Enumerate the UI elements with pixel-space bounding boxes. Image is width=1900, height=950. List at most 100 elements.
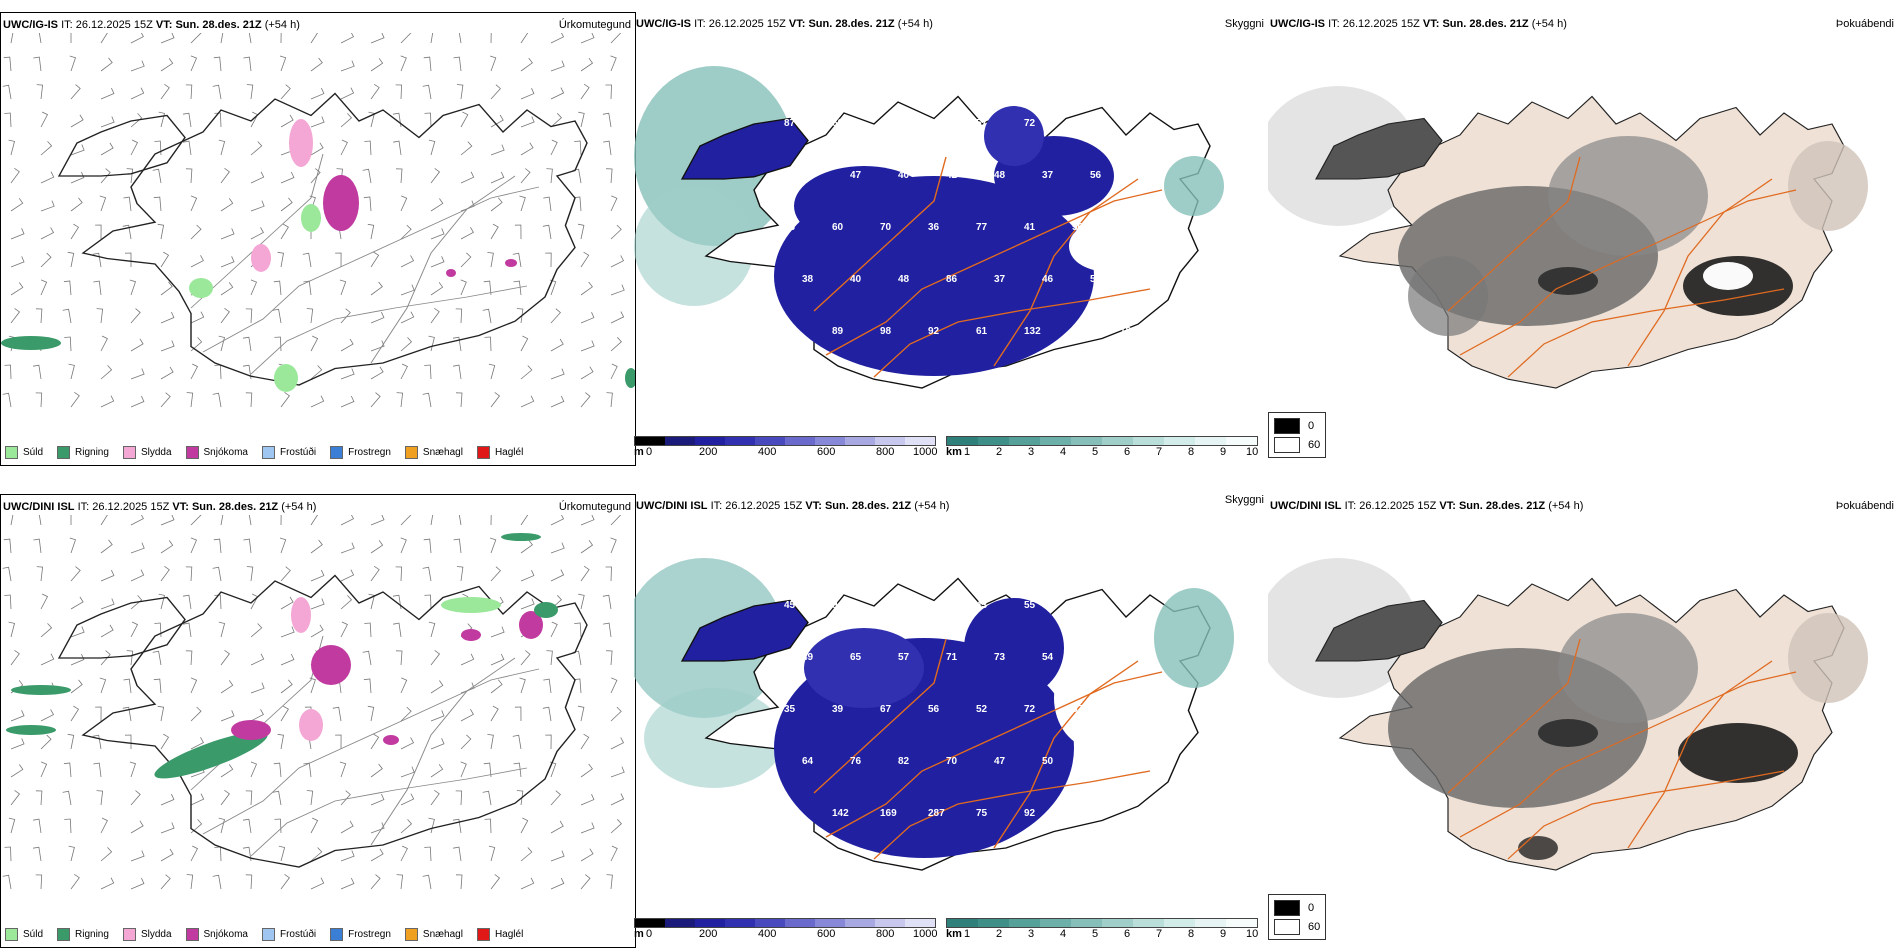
wind-barb [250, 141, 263, 156]
wind-barb [220, 282, 234, 296]
height-numbers: 45 94 88 41 43 55 70 50 49 65 57 71 73 54 55 63 35 39 67 56… [784, 600, 1150, 819]
wind-barb [340, 139, 348, 156]
wind-barb [96, 308, 104, 324]
lead-time: (+54 h) [281, 501, 317, 513]
wind-barb [220, 33, 224, 44]
precip-legend: Súld Rigning Slydda Snjókoma Frostúði Fr… [5, 928, 523, 941]
wind-barb [310, 116, 325, 128]
panel-header: UWC/DINI ISL IT: 26.12.2025 15Z VT: Sun.… [3, 501, 316, 513]
wind-barb [130, 395, 145, 408]
wind-barb [610, 737, 625, 750]
wind-barb [400, 195, 408, 212]
wind-barb [280, 515, 282, 526]
ceiling-tick: 7 [1156, 928, 1163, 940]
legend-item: Haglél [476, 928, 523, 941]
ceiling-tick: 10 [1246, 446, 1259, 458]
wind-barb [130, 820, 144, 834]
wind-barb [400, 515, 412, 526]
wind-barb [100, 168, 111, 184]
wind-barb [310, 817, 319, 834]
wind-barb [520, 570, 535, 582]
wind-barb [190, 515, 202, 526]
wind-barb [40, 709, 55, 722]
wind-barb [422, 566, 432, 582]
legend-item: Snjókoma [185, 928, 248, 941]
wind-barb [182, 594, 192, 610]
wind-barb [40, 593, 49, 610]
wind-barb [272, 308, 282, 324]
wind-barb [273, 762, 282, 778]
wind-barb [430, 307, 440, 324]
height-number: 169 [880, 808, 897, 819]
height-number: 56 [1090, 170, 1102, 181]
precip-legend: Súld Rigning Slydda Snjókoma Frostúði Fr… [5, 446, 523, 459]
ceiling-panel: UWC/IG-IS IT: 26.12.2025 15Z VT: Sun. 28… [634, 12, 1268, 464]
wind-barb [4, 112, 12, 128]
wind-barb [422, 874, 432, 890]
height-number: 37 [994, 274, 1006, 285]
wind-barb [218, 139, 226, 156]
wind-barb [100, 33, 108, 44]
wind-barb [340, 877, 355, 890]
wind-barb [423, 56, 432, 72]
wind-barb [160, 822, 175, 834]
vt-value: Sun. 28.des. 21Z [824, 500, 912, 512]
wind-barb [520, 142, 534, 156]
wind-barb [10, 256, 25, 268]
wind-barb [606, 392, 613, 408]
wind-barb [490, 626, 505, 638]
wind-barb [153, 196, 162, 212]
wind-barb [573, 196, 582, 212]
wind-barb [92, 734, 102, 750]
height-tick: 0 [646, 446, 653, 458]
wind-barb [400, 224, 412, 240]
wind-barb [577, 223, 585, 240]
height-tick: 800 [876, 928, 895, 940]
legend-item: Frostúði [261, 446, 317, 459]
wind-barb [10, 515, 14, 526]
it-label: IT: [1328, 18, 1340, 30]
wind-barb [490, 197, 503, 212]
wind-barb [70, 144, 85, 156]
wind-barb [606, 874, 613, 890]
wind-barb [100, 539, 113, 554]
wind-barb [280, 873, 290, 890]
height-number: 39 [832, 704, 844, 715]
wind-barb [580, 733, 590, 750]
wind-barb [455, 392, 463, 408]
wind-barb [310, 847, 323, 862]
wind-barb [70, 705, 80, 722]
wind-barb [610, 845, 618, 862]
wind-barb [543, 196, 552, 212]
wind-barb [340, 820, 354, 834]
wind-barb [10, 33, 14, 44]
wind-barb [332, 706, 342, 722]
wind-barb [487, 252, 494, 268]
wind-barb [400, 284, 415, 296]
wind-barb [580, 848, 594, 862]
wind-barb [580, 83, 590, 100]
wind-barb [160, 281, 173, 296]
height-number: 53 [1120, 704, 1132, 715]
ceiling-tick: 8 [1188, 928, 1195, 940]
height-number: 55 [1090, 652, 1102, 663]
height-number: 40 [850, 274, 862, 285]
fog-map [1268, 558, 1868, 871]
wind-barb [580, 515, 595, 526]
height-number: 41 [1024, 222, 1036, 233]
wind-barb [490, 84, 501, 100]
wind-barb [4, 846, 12, 862]
legend-label: Frostúði [279, 447, 317, 458]
wind-barb [154, 140, 162, 156]
wind-barb [185, 566, 193, 582]
wind-barb [242, 364, 252, 380]
height-number: 41 [928, 600, 940, 611]
height-number: 92 [1024, 808, 1036, 819]
height-number: 37 [1042, 170, 1054, 181]
wind-barb [70, 679, 83, 694]
wind-barb [430, 168, 441, 184]
wind-barb [212, 566, 222, 582]
wind-barb [280, 171, 295, 184]
ceiling-tick: 4 [1060, 928, 1067, 940]
wind-barb [610, 677, 618, 694]
